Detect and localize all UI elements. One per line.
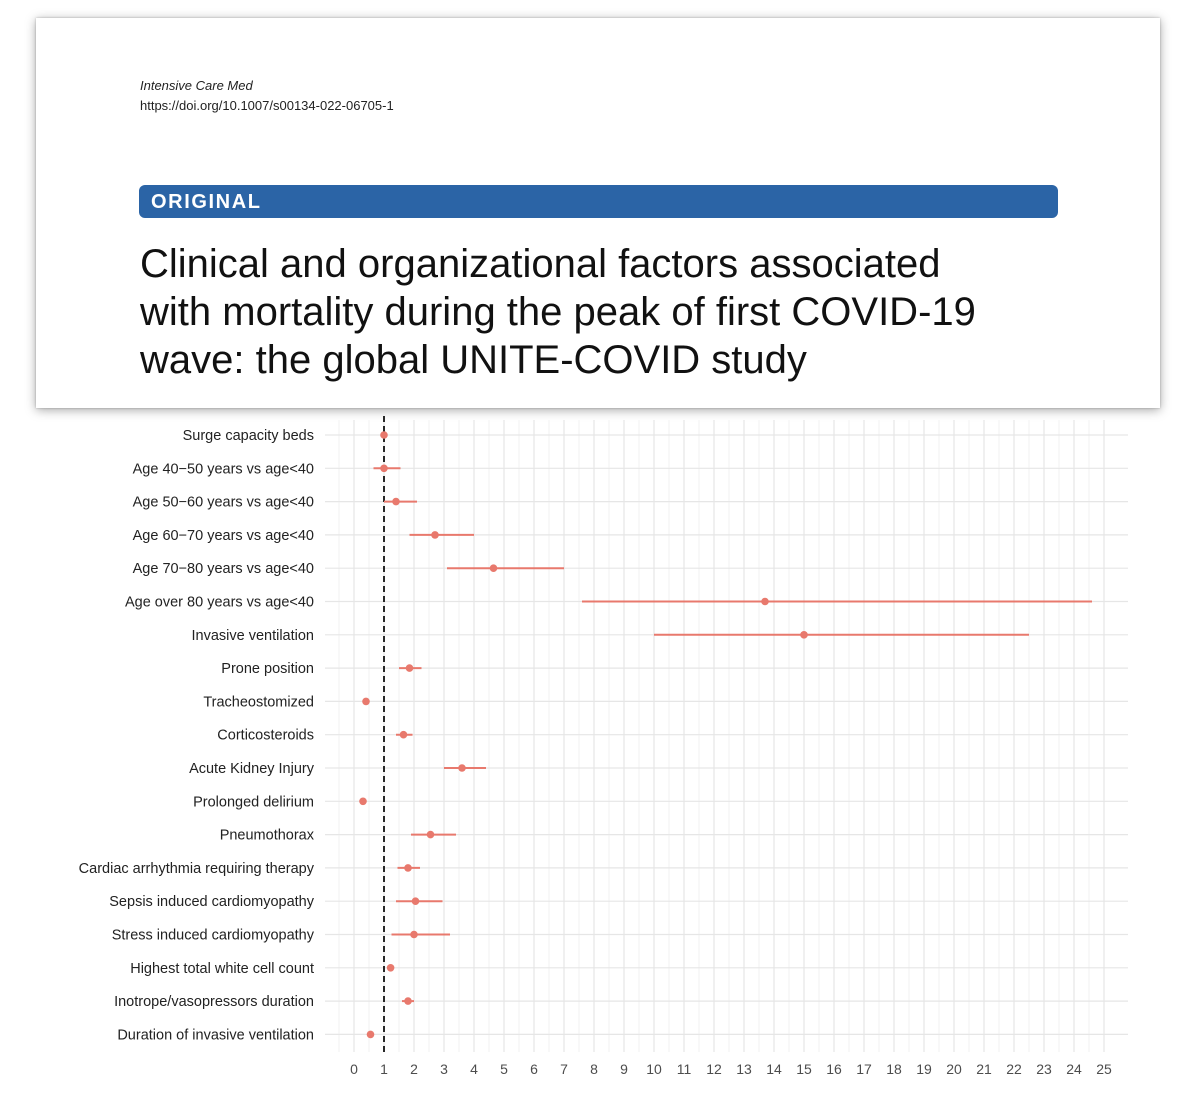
- x-tick-label: 10: [646, 1061, 662, 1077]
- point-estimate: [392, 497, 400, 506]
- x-tick-label: 19: [916, 1061, 932, 1077]
- x-tick-label: 3: [440, 1061, 448, 1077]
- row-label: Duration of invasive ventilation: [117, 1027, 314, 1043]
- paper-header-card: Intensive Care Med https://doi.org/10.10…: [36, 18, 1160, 408]
- row-label: Surge capacity beds: [183, 428, 314, 444]
- point-estimate: [399, 730, 408, 739]
- point-estimate: [404, 997, 412, 1005]
- row-label: Age 50−60 years vs age<40: [133, 495, 314, 511]
- point-estimate: [366, 1030, 375, 1039]
- row-label: Prone position: [221, 661, 314, 677]
- point-estimate: [458, 764, 466, 772]
- section-label: ORIGINAL: [151, 191, 262, 213]
- point-estimate: [362, 697, 370, 706]
- x-tick-label: 16: [826, 1061, 842, 1077]
- x-tick-label: 21: [976, 1061, 992, 1077]
- point-estimate: [386, 964, 395, 972]
- x-tick-label: 24: [1066, 1061, 1082, 1077]
- point-estimate: [761, 597, 769, 606]
- row-label: Sepsis induced cardiomyopathy: [109, 894, 314, 910]
- x-tick-label: 22: [1006, 1061, 1022, 1077]
- x-tick-label: 5: [500, 1061, 508, 1077]
- x-tick-label: 18: [886, 1061, 902, 1077]
- x-tick-label: 20: [946, 1061, 962, 1077]
- point-estimate: [359, 797, 367, 806]
- x-tick-label: 25: [1096, 1061, 1112, 1077]
- row-label: Tracheostomized: [203, 694, 314, 710]
- row-label: Invasive ventilation: [191, 628, 314, 644]
- point-estimate: [426, 830, 435, 839]
- point-estimate: [411, 897, 420, 905]
- row-label: Corticosteroids: [217, 728, 314, 744]
- point-estimate: [405, 664, 414, 672]
- x-tick-label: 7: [560, 1061, 568, 1077]
- paper-title-line: with mortality during the peak of first …: [140, 290, 976, 334]
- row-label: Age over 80 years vs age<40: [125, 595, 314, 611]
- paper-title-line: Clinical and organizational factors asso…: [140, 242, 941, 286]
- x-tick-label: 11: [677, 1061, 692, 1077]
- x-tick-label: 6: [530, 1061, 538, 1077]
- x-tick-label: 4: [470, 1061, 478, 1077]
- x-tick-label: 14: [766, 1061, 782, 1077]
- point-estimate: [489, 564, 498, 572]
- row-label: Pneumothorax: [220, 828, 315, 844]
- x-tick-label: 1: [380, 1061, 388, 1077]
- point-estimate: [800, 631, 808, 639]
- x-tick-label: 15: [796, 1061, 812, 1077]
- x-tick-label: 12: [706, 1061, 722, 1077]
- row-label: Acute Kidney Injury: [189, 761, 315, 777]
- x-tick-label: 23: [1036, 1061, 1052, 1077]
- doi-link[interactable]: https://doi.org/10.1007/s00134-022-06705…: [140, 98, 394, 113]
- row-label: Age 70−80 years vs age<40: [133, 561, 314, 577]
- row-label: Prolonged delirium: [193, 794, 314, 810]
- paper-title-line: wave: the global UNITE-COVID study: [140, 338, 807, 382]
- row-label: Inotrope/vasopressors duration: [114, 994, 314, 1010]
- point-estimate: [410, 930, 418, 939]
- row-label: Highest total white cell count: [130, 961, 314, 977]
- x-tick-label: 9: [620, 1061, 628, 1077]
- point-estimate: [380, 464, 388, 473]
- point-estimate: [431, 531, 439, 539]
- row-label: Age 40−50 years vs age<40: [133, 461, 314, 477]
- x-tick-label: 13: [736, 1061, 752, 1077]
- x-tick-label: 0: [350, 1061, 358, 1077]
- x-tick-label: 8: [590, 1061, 598, 1077]
- x-tick-label: 17: [856, 1061, 872, 1077]
- paper-title: Clinical and organizational factors asso…: [140, 240, 1140, 384]
- row-label: Cardiac arrhythmia requiring therapy: [79, 861, 315, 877]
- journal-name: Intensive Care Med: [140, 78, 253, 93]
- point-estimate: [404, 864, 412, 872]
- point-estimate: [380, 431, 388, 439]
- row-label: Stress induced cardiomyopathy: [112, 928, 315, 944]
- row-label: Age 60−70 years vs age<40: [133, 528, 314, 544]
- x-tick-label: 2: [410, 1061, 418, 1077]
- section-banner: ORIGINAL: [139, 185, 1058, 218]
